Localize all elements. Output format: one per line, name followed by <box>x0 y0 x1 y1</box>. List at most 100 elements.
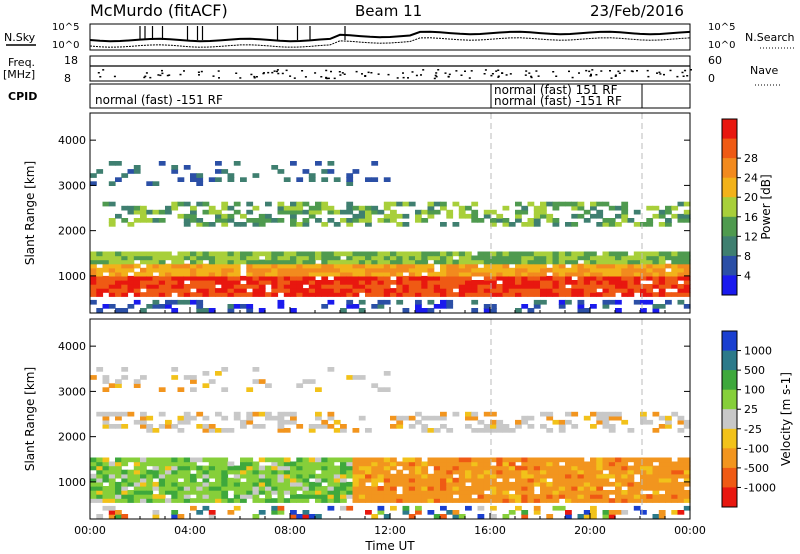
heat-cell <box>327 481 335 487</box>
heat-cell <box>171 299 179 305</box>
heat-cell <box>571 411 579 417</box>
heat-cell <box>433 428 441 433</box>
heat-cell <box>402 494 410 499</box>
heat-cell <box>283 177 291 182</box>
heat-cell <box>252 490 260 495</box>
heat-cell <box>471 218 479 223</box>
heat-cell <box>302 461 310 467</box>
heat-cell <box>246 473 254 479</box>
heat-cell <box>158 481 166 487</box>
heat-cell <box>108 259 116 265</box>
heat-cell <box>221 486 229 491</box>
heat-cell <box>365 486 372 491</box>
heat-cell <box>602 494 610 499</box>
heat-cell <box>171 263 179 269</box>
heat-cell <box>302 498 310 503</box>
heat-cell <box>477 267 485 273</box>
heat-cell <box>171 367 179 372</box>
heat-cell <box>415 288 422 293</box>
heat-cell <box>190 284 197 289</box>
heat-cell <box>390 267 397 273</box>
heat-cell <box>290 218 297 223</box>
heat-cell <box>383 205 391 211</box>
heat-cell <box>333 481 341 487</box>
heat-cell <box>633 494 641 499</box>
heat-cell <box>96 251 104 257</box>
heat-cell <box>283 469 291 475</box>
heat-cell <box>596 415 604 421</box>
colorbar-tick-label: -1000 <box>744 481 776 494</box>
heat-cell <box>183 494 191 499</box>
heat-cell <box>440 275 447 281</box>
nave-dot <box>448 73 451 76</box>
heat-cell <box>177 255 185 261</box>
heat-cell <box>458 514 466 519</box>
heat-cell <box>296 288 304 293</box>
heat-cell <box>240 424 247 429</box>
heat-cell <box>271 280 279 285</box>
heat-cell <box>258 469 266 475</box>
heat-cell <box>152 481 160 487</box>
heat-cell <box>308 292 316 297</box>
heat-cell <box>283 477 291 483</box>
heat-cell <box>190 299 197 305</box>
heat-cell <box>321 473 329 479</box>
heat-cell <box>90 173 97 178</box>
heat-cell <box>315 267 322 273</box>
heat-cell <box>108 222 116 227</box>
heat-cell <box>496 218 504 223</box>
heat-cell <box>327 288 335 293</box>
heat-cell <box>258 308 266 313</box>
heat-cell <box>558 288 566 293</box>
heat-cell <box>302 218 310 223</box>
heat-cell <box>627 275 635 281</box>
heat-cell <box>408 267 416 273</box>
heat-cell <box>208 490 216 495</box>
heat-cell <box>108 461 116 467</box>
heat-cell <box>365 222 372 227</box>
heat-cell <box>121 494 129 499</box>
heat-cell <box>596 292 604 297</box>
heat-cell <box>640 308 647 313</box>
heat-cell <box>221 288 229 293</box>
nave-dot <box>411 71 414 73</box>
heat-cell <box>408 477 416 483</box>
heat-cell <box>233 267 241 273</box>
heat-cell <box>458 263 466 269</box>
cpid-label: CPID <box>8 90 37 103</box>
heat-cell <box>677 415 685 421</box>
heat-cell <box>683 461 691 467</box>
heat-cell <box>621 218 629 223</box>
heat-cell <box>308 275 316 281</box>
heat-cell <box>290 161 297 166</box>
heat-cell <box>565 267 572 273</box>
heat-cell <box>346 173 354 178</box>
heat-cell <box>321 177 329 182</box>
heat-cell <box>446 477 454 483</box>
heat-cell <box>246 457 254 463</box>
station-title: McMurdo (fitACF) <box>90 1 228 20</box>
nave-dot <box>434 74 437 77</box>
heat-cell <box>658 255 666 261</box>
heat-cell <box>365 473 372 479</box>
heat-cell <box>483 292 491 297</box>
heat-cell <box>183 213 191 219</box>
heat-cell <box>258 288 266 293</box>
heat-cell <box>183 498 191 503</box>
heat-cell <box>165 304 172 309</box>
heat-cell <box>283 473 291 479</box>
heat-cell <box>290 209 297 215</box>
heat-cell <box>433 465 441 471</box>
heat-cell <box>533 505 541 511</box>
heat-cell <box>483 424 491 429</box>
heat-cell <box>571 251 579 257</box>
heat-cell <box>346 292 354 297</box>
heat-cell <box>96 461 104 467</box>
heat-cell <box>321 486 329 491</box>
heat-cell <box>315 251 322 257</box>
heat-cell <box>246 415 254 421</box>
heat-cell <box>246 275 254 281</box>
heat-cell <box>440 494 447 499</box>
